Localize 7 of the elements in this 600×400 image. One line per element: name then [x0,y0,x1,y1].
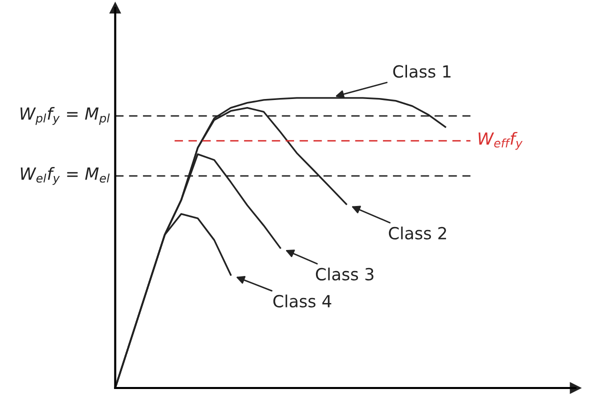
ref-line-label: W$_{eff}$f$_{y}$ [478,132,523,150]
ref-line-label: W$_{pl}$f$_{y}$ = M$_{pl}$ [20,106,110,125]
legend-label: Class 3 [316,268,374,281]
ref-line-label: W$_{el}$f$_{y}$ = M$_{el}$ [20,167,110,185]
text: Class 2 [388,226,446,240]
series-label: Class 1 [393,64,450,78]
text: Class 4 [273,294,332,308]
